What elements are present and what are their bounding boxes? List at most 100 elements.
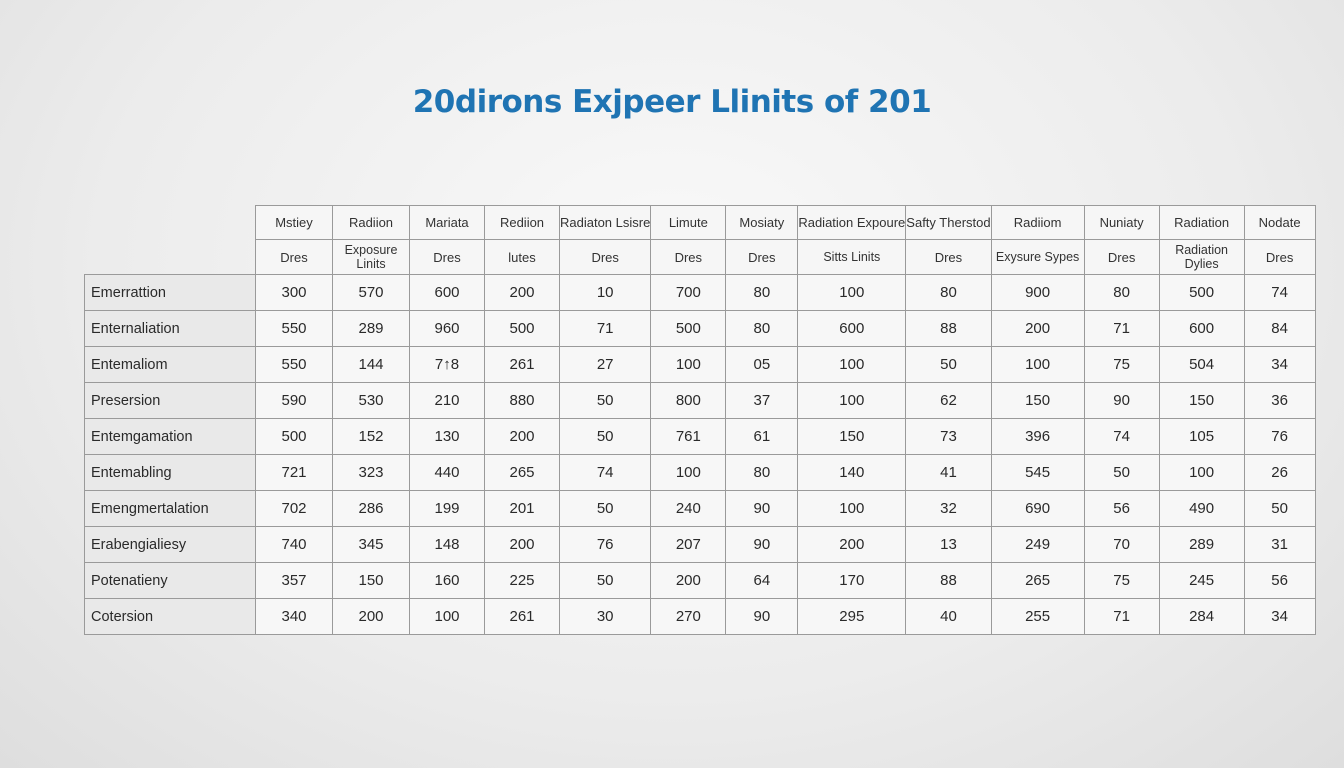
table-cell: 148 <box>409 526 485 563</box>
table-cell: 900 <box>990 274 1085 311</box>
table-cell: 295 <box>797 598 907 635</box>
table-cell: 90 <box>725 526 799 563</box>
table-cell: 261 <box>484 598 560 635</box>
column-subheader: Dres <box>905 239 992 275</box>
table-cell: 210 <box>409 382 485 419</box>
column-header: Rediion <box>484 205 560 240</box>
column-header: Radiiom <box>990 205 1085 240</box>
table-cell: 150 <box>332 562 410 599</box>
table-cell: 761 <box>650 418 727 455</box>
table-cell: 265 <box>990 562 1085 599</box>
table-cell: 740 <box>255 526 333 563</box>
table-cell: 50 <box>558 490 652 527</box>
column-subheader: Dres <box>1083 239 1160 275</box>
table-cell: 34 <box>1243 598 1316 635</box>
table-cell: 71 <box>1083 598 1160 635</box>
table-row: Enternaliation 550 289 960 500 71 500 80 600 88 20… <box>84 310 1316 347</box>
column-header: Mosiaty <box>725 205 799 240</box>
table-cell: 84 <box>1243 310 1316 347</box>
table-cell: 71 <box>1083 310 1160 347</box>
table-cell: 50 <box>1083 454 1160 491</box>
table-cell: 74 <box>1083 418 1160 455</box>
table-cell: 100 <box>650 346 727 383</box>
table-cell: 100 <box>990 346 1085 383</box>
column-header: Limute <box>650 205 727 240</box>
table-cell: 05 <box>725 346 799 383</box>
table-cell: 249 <box>990 526 1085 563</box>
table-cell: 200 <box>484 526 560 563</box>
table-cell: 10 <box>558 274 652 311</box>
table-cell: 61 <box>725 418 799 455</box>
table-cell: 76 <box>558 526 652 563</box>
table-cell: 100 <box>797 346 907 383</box>
table-cell: 76 <box>1243 418 1316 455</box>
table-cell: 90 <box>725 490 799 527</box>
table-cell: 500 <box>650 310 727 347</box>
row-label: Entemaliom <box>84 346 256 383</box>
table-cell: 80 <box>725 454 799 491</box>
header-row-primary: Mstiey Radiion Mariata Rediion Radiaton Lsis… <box>85 205 1316 240</box>
column-header: Mariata <box>409 205 485 240</box>
table-cell: 26 <box>1243 454 1316 491</box>
table-cell: 286 <box>332 490 410 527</box>
table-cell: 75 <box>1083 346 1160 383</box>
row-label: Entemgamation <box>84 418 256 455</box>
table-cell: 74 <box>558 454 652 491</box>
table-cell: 490 <box>1158 490 1245 527</box>
table-cell: 289 <box>332 310 410 347</box>
table-row: Entemaliom 550 144 7↑8 261 27 100 05 100 50 100 75 5… <box>84 346 1316 383</box>
row-label: Potenatieny <box>84 562 256 599</box>
table-cell: 150 <box>797 418 907 455</box>
table-cell: 62 <box>905 382 992 419</box>
table-cell: 500 <box>484 310 560 347</box>
column-subheader: Dres <box>725 239 799 275</box>
row-label: Presersion <box>84 382 256 419</box>
table-cell: 50 <box>558 418 652 455</box>
table-cell: 71 <box>558 310 652 347</box>
column-subheader: Exposure Linits <box>332 239 410 275</box>
table-cell: 345 <box>332 526 410 563</box>
column-subheader: Dres <box>650 239 727 275</box>
table-cell: 56 <box>1083 490 1160 527</box>
table-cell: 323 <box>332 454 410 491</box>
table-cell: 255 <box>990 598 1085 635</box>
table-cell: 702 <box>255 490 333 527</box>
table-cell: 545 <box>990 454 1085 491</box>
table-cell: 64 <box>725 562 799 599</box>
table-cell: 50 <box>558 562 652 599</box>
table-cell: 160 <box>409 562 485 599</box>
table-cell: 201 <box>484 490 560 527</box>
column-subheader: Dres <box>558 239 652 275</box>
table-cell: 265 <box>484 454 560 491</box>
column-subheader: Sitts Linits <box>797 239 907 275</box>
table-cell: 550 <box>255 310 333 347</box>
table-cell: 357 <box>255 562 333 599</box>
row-label: Cotersion <box>84 598 256 635</box>
table-cell: 152 <box>332 418 410 455</box>
table-cell: 34 <box>1243 346 1316 383</box>
table-cell: 88 <box>905 310 992 347</box>
table-cell: 340 <box>255 598 333 635</box>
table-cell: 284 <box>1158 598 1245 635</box>
table-cell: 200 <box>650 562 727 599</box>
table-cell: 270 <box>650 598 727 635</box>
table-cell: 396 <box>990 418 1085 455</box>
column-subheader: Dres <box>409 239 485 275</box>
table-cell: 100 <box>1158 454 1245 491</box>
table-cell: 504 <box>1158 346 1245 383</box>
table-row: Presersion 590 530 210 880 50 800 37 100 62 150 90 1… <box>84 382 1316 419</box>
table-corner <box>85 240 256 275</box>
table-cell: 240 <box>650 490 727 527</box>
table-cell: 207 <box>650 526 727 563</box>
table-cell: 140 <box>797 454 907 491</box>
table-cell: 90 <box>725 598 799 635</box>
table-cell: 225 <box>484 562 560 599</box>
table-cell: 880 <box>484 382 560 419</box>
table-cell: 200 <box>484 418 560 455</box>
table-cell: 289 <box>1158 526 1245 563</box>
table-cell: 50 <box>1243 490 1316 527</box>
table-cell: 300 <box>255 274 333 311</box>
table-cell: 75 <box>1083 562 1160 599</box>
table-cell: 36 <box>1243 382 1316 419</box>
column-header: Radiaton Lsisre <box>558 205 652 240</box>
